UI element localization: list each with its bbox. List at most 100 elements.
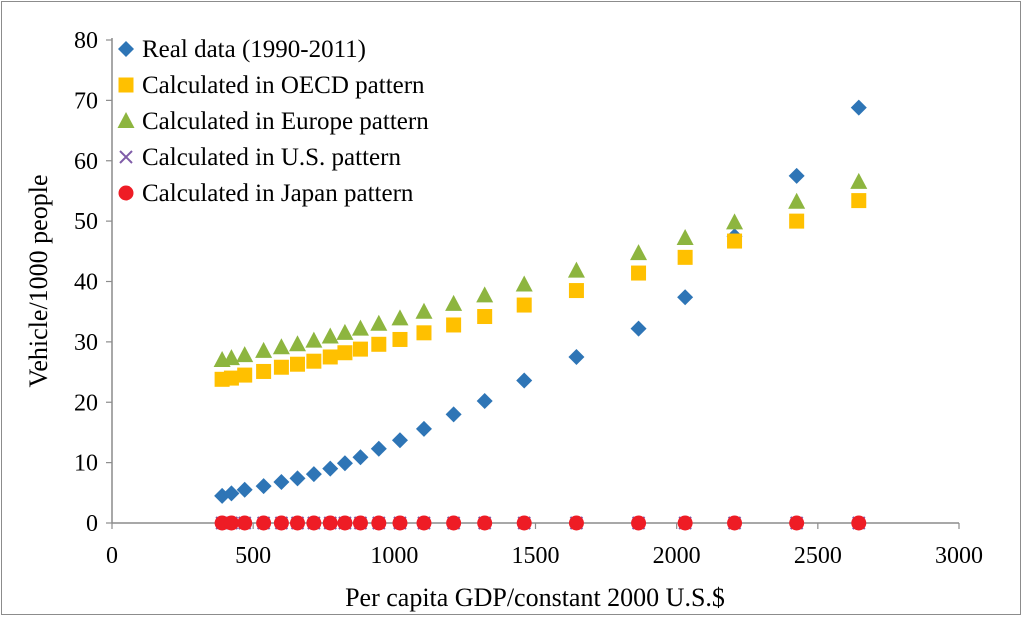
data-point-real-data-1990-2011 — [236, 481, 253, 498]
data-point-calculated-in-japan-pattern — [306, 515, 322, 531]
data-point-calculated-in-japan-pattern — [322, 515, 338, 531]
data-point-calculated-in-europe-pattern — [222, 349, 240, 366]
data-point-calculated-in-europe-pattern — [567, 261, 585, 278]
data-point-real-data-1990-2011 — [630, 320, 647, 337]
x-tick-label: 500 — [235, 543, 271, 569]
data-point-calculated-in-europe-pattern — [288, 335, 306, 352]
y-tick-label: 50 — [74, 209, 98, 235]
data-point-calculated-in-japan-pattern — [416, 515, 432, 531]
data-point-calculated-in-europe-pattern — [788, 192, 806, 209]
data-point-calculated-in-europe-pattern — [336, 323, 354, 340]
data-point-real-data-1990-2011 — [336, 455, 353, 472]
data-point-calculated-in-oecd-pattern — [446, 317, 462, 333]
data-point-calculated-in-oecd-pattern — [337, 345, 353, 361]
legend-marker — [118, 77, 134, 93]
data-point-real-data-1990-2011 — [289, 470, 306, 487]
data-point-calculated-in-japan-pattern — [568, 515, 584, 531]
data-point-calculated-in-europe-pattern — [676, 229, 694, 246]
data-point-calculated-in-japan-pattern — [223, 515, 239, 531]
x-axis-title: Per capita GDP/constant 2000 U.S.$ — [345, 583, 725, 612]
x-tick-label: 2500 — [794, 543, 842, 569]
y-tick-label: 80 — [74, 28, 98, 54]
data-point-calculated-in-japan-pattern — [851, 515, 867, 531]
data-point-calculated-in-japan-pattern — [237, 515, 253, 531]
legend-label: Calculated in Europe pattern — [142, 108, 429, 135]
legend-marker — [118, 185, 134, 201]
data-point-calculated-in-japan-pattern — [273, 515, 289, 531]
data-point-calculated-in-oecd-pattern — [306, 353, 322, 369]
data-point-calculated-in-japan-pattern — [371, 515, 387, 531]
data-point-calculated-in-europe-pattern — [370, 314, 388, 331]
data-point-calculated-in-oecd-pattern — [392, 331, 408, 347]
data-point-real-data-1990-2011 — [415, 420, 432, 437]
legend-label: Calculated in OECD pattern — [142, 72, 425, 99]
data-point-calculated-in-europe-pattern — [476, 286, 494, 303]
x-tick-label: 3000 — [935, 543, 983, 569]
data-point-calculated-in-europe-pattern — [351, 319, 369, 336]
data-point-real-data-1990-2011 — [255, 478, 272, 495]
data-point-calculated-in-europe-pattern — [630, 244, 648, 261]
x-tick-label: 1500 — [512, 543, 560, 569]
data-point-calculated-in-europe-pattern — [850, 172, 868, 189]
data-point-real-data-1990-2011 — [391, 432, 408, 449]
x-tick-label: 2000 — [653, 543, 701, 569]
data-point-calculated-in-europe-pattern — [445, 294, 463, 311]
data-point-calculated-in-oecd-pattern — [851, 193, 867, 209]
data-point-real-data-1990-2011 — [445, 406, 462, 423]
data-point-calculated-in-europe-pattern — [272, 338, 290, 355]
data-point-calculated-in-oecd-pattern — [631, 265, 647, 281]
data-point-calculated-in-oecd-pattern — [371, 336, 387, 352]
data-point-calculated-in-europe-pattern — [305, 331, 323, 348]
data-point-calculated-in-japan-pattern — [677, 515, 693, 531]
legend-label: Real data (1990-2011) — [142, 36, 366, 63]
data-point-real-data-1990-2011 — [352, 449, 369, 466]
data-point-calculated-in-oecd-pattern — [256, 363, 272, 379]
y-tick-label: 60 — [74, 149, 98, 175]
data-point-calculated-in-oecd-pattern — [273, 359, 289, 375]
data-point-calculated-in-oecd-pattern — [322, 349, 338, 365]
legend-marker — [118, 41, 134, 57]
data-point-calculated-in-japan-pattern — [392, 515, 408, 531]
data-point-calculated-in-europe-pattern — [726, 213, 744, 230]
data-point-real-data-1990-2011 — [568, 348, 585, 365]
data-point-calculated-in-japan-pattern — [256, 515, 272, 531]
data-point-real-data-1990-2011 — [223, 485, 240, 502]
data-point-calculated-in-oecd-pattern — [727, 233, 743, 249]
data-point-real-data-1990-2011 — [305, 466, 322, 483]
data-point-calculated-in-europe-pattern — [321, 327, 339, 344]
data-point-calculated-in-oecd-pattern — [223, 370, 239, 386]
data-point-calculated-in-europe-pattern — [515, 275, 533, 292]
data-point-real-data-1990-2011 — [788, 167, 805, 184]
data-point-real-data-1990-2011 — [370, 440, 387, 457]
data-point-calculated-in-japan-pattern — [477, 515, 493, 531]
data-point-real-data-1990-2011 — [322, 460, 339, 477]
x-tick-label: 1000 — [370, 543, 418, 569]
data-point-calculated-in-japan-pattern — [727, 515, 743, 531]
data-point-real-data-1990-2011 — [516, 372, 533, 389]
data-point-calculated-in-europe-pattern — [415, 302, 433, 319]
data-point-calculated-in-europe-pattern — [391, 309, 409, 326]
legend-marker — [119, 150, 133, 164]
data-point-calculated-in-oecd-pattern — [289, 356, 305, 372]
data-point-calculated-in-japan-pattern — [289, 515, 305, 531]
data-point-real-data-1990-2011 — [850, 99, 867, 116]
data-point-calculated-in-europe-pattern — [236, 346, 254, 363]
y-tick-label: 30 — [74, 330, 98, 356]
data-point-calculated-in-japan-pattern — [516, 515, 532, 531]
data-point-calculated-in-oecd-pattern — [568, 283, 584, 299]
y-tick-label: 20 — [74, 390, 98, 416]
data-point-calculated-in-oecd-pattern — [237, 367, 253, 383]
legend-label: Calculated in U.S. pattern — [142, 144, 401, 171]
legend-marker — [117, 112, 135, 128]
data-point-calculated-in-japan-pattern — [337, 515, 353, 531]
data-point-calculated-in-japan-pattern — [789, 515, 805, 531]
y-axis-title: Vehicle/1000 people — [24, 175, 53, 388]
data-point-calculated-in-japan-pattern — [446, 515, 462, 531]
x-tick-label: 0 — [106, 543, 118, 569]
data-point-real-data-1990-2011 — [273, 473, 290, 490]
y-tick-label: 40 — [74, 270, 98, 296]
data-point-calculated-in-oecd-pattern — [789, 213, 805, 229]
data-point-calculated-in-oecd-pattern — [677, 249, 693, 265]
